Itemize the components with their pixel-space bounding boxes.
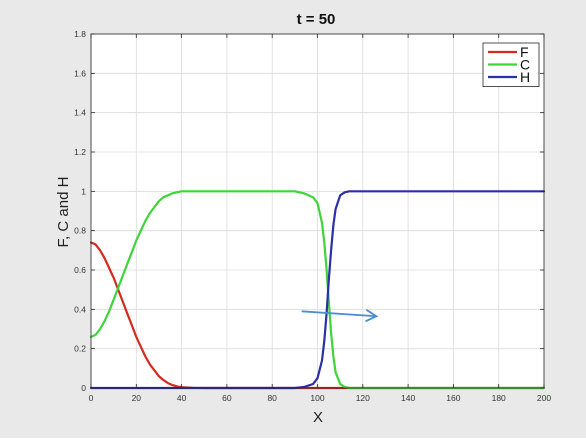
y-tick-label: 1.4 <box>74 108 86 118</box>
chart-title: t = 50 <box>297 11 336 28</box>
legend-label-f: F <box>520 44 529 60</box>
y-axis-label: F, C and H <box>55 177 72 248</box>
x-tick-label: 0 <box>89 393 94 403</box>
x-tick-label: 60 <box>222 393 232 403</box>
x-tick-label: 140 <box>401 393 415 403</box>
y-tick-label: 0.2 <box>74 344 86 354</box>
x-axis-label: X <box>313 409 323 426</box>
x-tick-label: 100 <box>310 393 324 403</box>
x-tick-label: 200 <box>537 393 551 403</box>
x-tick-label: 80 <box>267 393 277 403</box>
legend: FCH <box>482 42 540 87</box>
y-tick-label: 1.6 <box>74 68 86 78</box>
y-tick-label: 0.8 <box>74 226 86 236</box>
y-tick-label: 0 <box>81 383 86 393</box>
y-tick-label: 0.6 <box>74 265 86 275</box>
x-tick-label: 160 <box>446 393 460 403</box>
arrow-head <box>365 309 379 323</box>
legend-label-c: C <box>520 57 530 73</box>
x-tick-label: 20 <box>132 393 142 403</box>
y-tick-label: 0.4 <box>74 304 86 314</box>
legend-label-h: H <box>520 69 530 85</box>
annotation-layer <box>301 309 379 323</box>
x-tick-label: 120 <box>356 393 370 403</box>
series-line-c <box>89 190 546 390</box>
x-tick-label: 40 <box>177 393 187 403</box>
y-tick-label: 1 <box>81 186 86 196</box>
axis-ticks: 0 20 40 60 80 100 120 140 160 180 200 0 0.2 0.4 0.6 0.8… <box>74 29 551 403</box>
x-tick-label: 180 <box>492 393 506 403</box>
y-tick-label: 1.2 <box>74 147 86 157</box>
arrow-shaft <box>301 310 377 318</box>
y-tick-label: 1.8 <box>74 29 86 39</box>
